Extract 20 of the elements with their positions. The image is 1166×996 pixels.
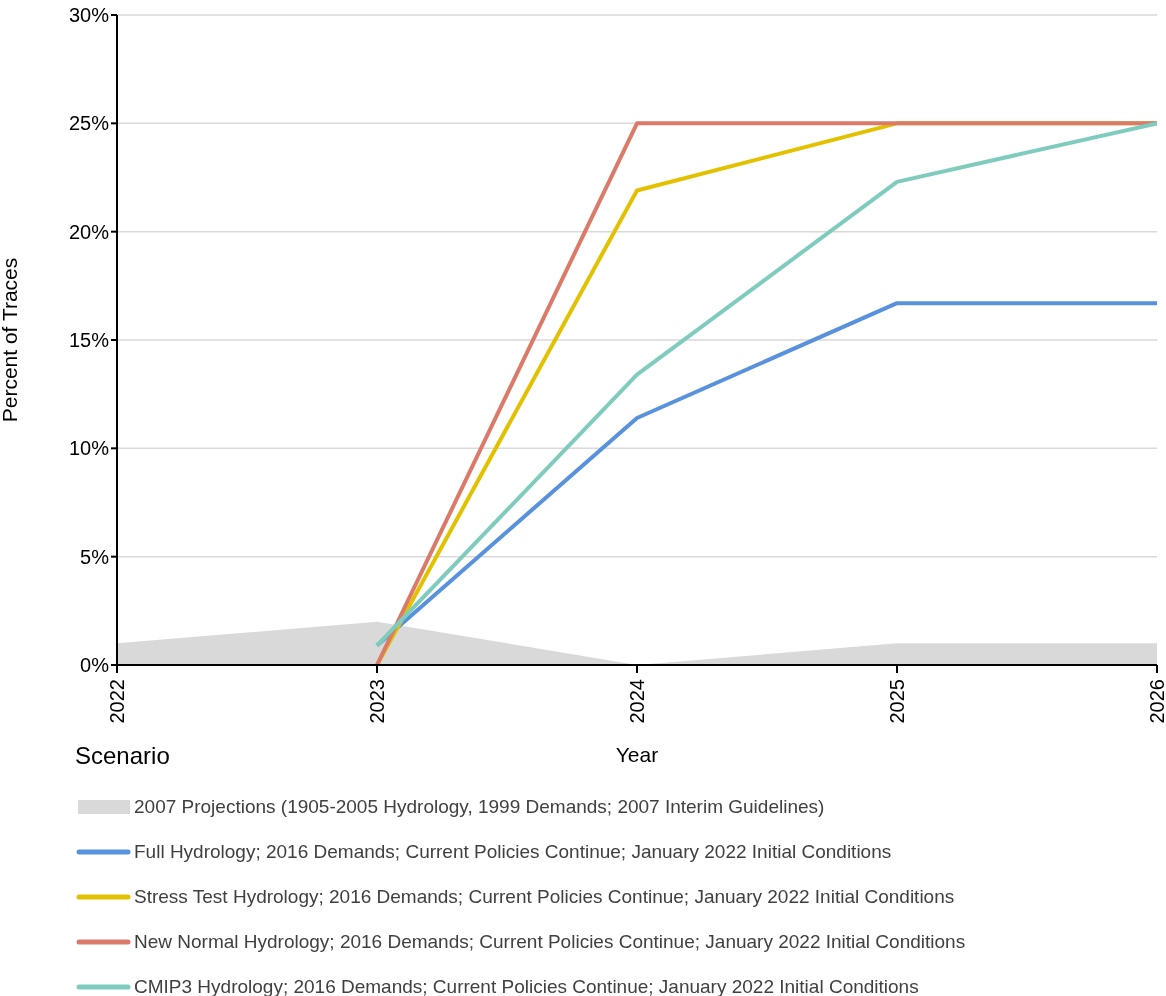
- y-tick-label: 25%: [68, 112, 110, 135]
- x-tick-label: 2025: [886, 679, 908, 724]
- legend-label: Full Hydrology; 2016 Demands; Current Policies Continue; January 2022 Initial Conditions: [134, 840, 892, 863]
- y-tick-label: 0%: [80, 654, 110, 677]
- x-tick-label: 2026: [1146, 679, 1166, 724]
- legend-label: Stress Test Hydrology; 2016 Demands; Current Policies Continue; January 2022 Initial Conditions: [134, 885, 955, 908]
- x-tick-label: 2023: [366, 679, 388, 724]
- x-axis-title: Year: [615, 743, 659, 766]
- y-tick-label: 20%: [68, 220, 110, 243]
- x-tick-label: 2024: [626, 679, 648, 724]
- legend-label: 2007 Projections (1905-2005 Hydrology, 1999 Demands; 2007 Interim Guidelines): [134, 795, 825, 818]
- x-tick-label: 2022: [106, 679, 128, 724]
- y-tick-label: 10%: [68, 437, 110, 460]
- legend-label: CMIP3 Hydrology; 2016 Demands; Current Policies Continue; January 2022 Initial Conditions: [134, 975, 919, 996]
- y-tick-label: 15%: [68, 329, 110, 352]
- y-axis-title: Percent of Traces: [0, 257, 22, 423]
- y-tick-label: 30%: [68, 4, 110, 27]
- y-tick-label: 5%: [80, 545, 110, 568]
- legend-title: Scenario: [75, 742, 170, 769]
- legend-label: New Normal Hydrology; 2016 Demands; Current Policies Continue; January 2022 Initial Conditions: [134, 930, 966, 953]
